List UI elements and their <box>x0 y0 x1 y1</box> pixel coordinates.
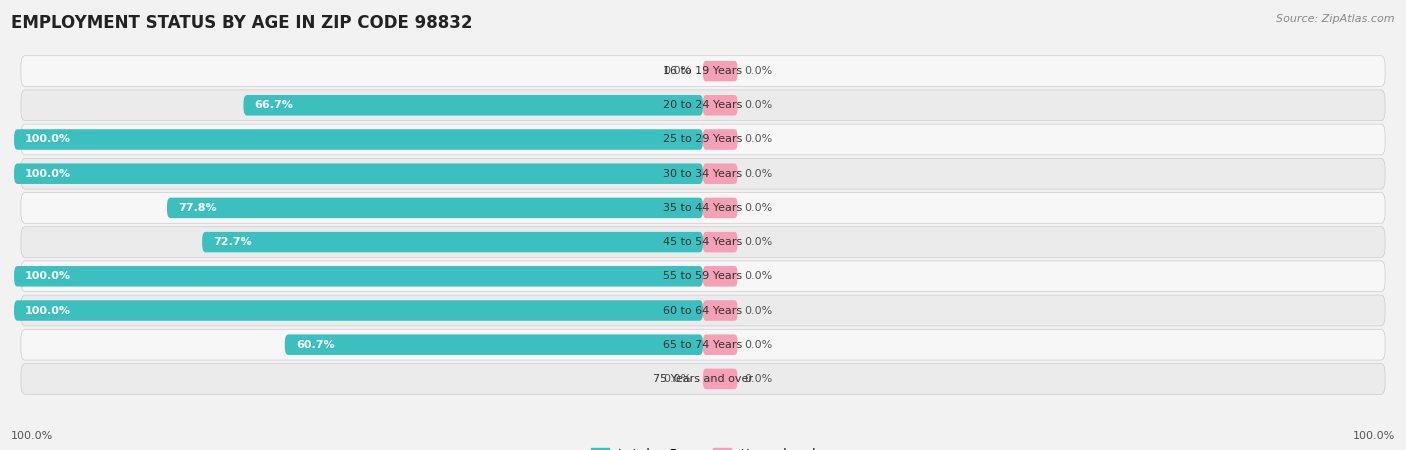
FancyBboxPatch shape <box>167 198 703 218</box>
Text: 0.0%: 0.0% <box>744 203 772 213</box>
Text: 0.0%: 0.0% <box>664 66 692 76</box>
Text: 75 Years and over: 75 Years and over <box>652 374 754 384</box>
FancyBboxPatch shape <box>202 232 703 252</box>
FancyBboxPatch shape <box>21 227 1385 257</box>
FancyBboxPatch shape <box>21 295 1385 326</box>
Text: 0.0%: 0.0% <box>744 100 772 110</box>
FancyBboxPatch shape <box>14 129 703 150</box>
Text: 100.0%: 100.0% <box>25 135 72 144</box>
Text: 55 to 59 Years: 55 to 59 Years <box>664 271 742 281</box>
Text: 0.0%: 0.0% <box>744 135 772 144</box>
Text: 20 to 24 Years: 20 to 24 Years <box>664 100 742 110</box>
Text: 0.0%: 0.0% <box>664 374 692 384</box>
FancyBboxPatch shape <box>21 90 1385 121</box>
Text: 66.7%: 66.7% <box>254 100 294 110</box>
Text: 100.0%: 100.0% <box>25 169 72 179</box>
Text: 0.0%: 0.0% <box>744 169 772 179</box>
Text: 100.0%: 100.0% <box>11 431 53 441</box>
Text: 45 to 54 Years: 45 to 54 Years <box>664 237 742 247</box>
Text: 65 to 74 Years: 65 to 74 Years <box>664 340 742 350</box>
FancyBboxPatch shape <box>21 261 1385 292</box>
Text: EMPLOYMENT STATUS BY AGE IN ZIP CODE 98832: EMPLOYMENT STATUS BY AGE IN ZIP CODE 988… <box>11 14 472 32</box>
FancyBboxPatch shape <box>21 124 1385 155</box>
FancyBboxPatch shape <box>703 232 738 252</box>
FancyBboxPatch shape <box>21 193 1385 223</box>
FancyBboxPatch shape <box>21 56 1385 86</box>
FancyBboxPatch shape <box>703 334 738 355</box>
FancyBboxPatch shape <box>703 95 738 116</box>
Text: 77.8%: 77.8% <box>179 203 217 213</box>
Text: 16 to 19 Years: 16 to 19 Years <box>664 66 742 76</box>
Text: 0.0%: 0.0% <box>744 306 772 315</box>
Text: 25 to 29 Years: 25 to 29 Years <box>664 135 742 144</box>
FancyBboxPatch shape <box>21 158 1385 189</box>
FancyBboxPatch shape <box>285 334 703 355</box>
Text: 0.0%: 0.0% <box>744 237 772 247</box>
Text: Source: ZipAtlas.com: Source: ZipAtlas.com <box>1277 14 1395 23</box>
Text: 0.0%: 0.0% <box>744 340 772 350</box>
Text: 0.0%: 0.0% <box>744 66 772 76</box>
FancyBboxPatch shape <box>14 163 703 184</box>
FancyBboxPatch shape <box>14 266 703 287</box>
Text: 100.0%: 100.0% <box>25 306 72 315</box>
FancyBboxPatch shape <box>703 369 738 389</box>
FancyBboxPatch shape <box>243 95 703 116</box>
Text: 100.0%: 100.0% <box>25 271 72 281</box>
FancyBboxPatch shape <box>703 198 738 218</box>
Text: 60.7%: 60.7% <box>295 340 335 350</box>
FancyBboxPatch shape <box>14 300 703 321</box>
FancyBboxPatch shape <box>703 61 738 81</box>
Legend: In Labor Force, Unemployed: In Labor Force, Unemployed <box>586 443 820 450</box>
Text: 100.0%: 100.0% <box>1353 431 1395 441</box>
Text: 60 to 64 Years: 60 to 64 Years <box>664 306 742 315</box>
FancyBboxPatch shape <box>703 300 738 321</box>
FancyBboxPatch shape <box>21 364 1385 394</box>
FancyBboxPatch shape <box>703 266 738 287</box>
FancyBboxPatch shape <box>703 163 738 184</box>
Text: 72.7%: 72.7% <box>214 237 252 247</box>
Text: 0.0%: 0.0% <box>744 374 772 384</box>
FancyBboxPatch shape <box>703 129 738 150</box>
Text: 30 to 34 Years: 30 to 34 Years <box>664 169 742 179</box>
Text: 0.0%: 0.0% <box>744 271 772 281</box>
Text: 35 to 44 Years: 35 to 44 Years <box>664 203 742 213</box>
FancyBboxPatch shape <box>21 329 1385 360</box>
